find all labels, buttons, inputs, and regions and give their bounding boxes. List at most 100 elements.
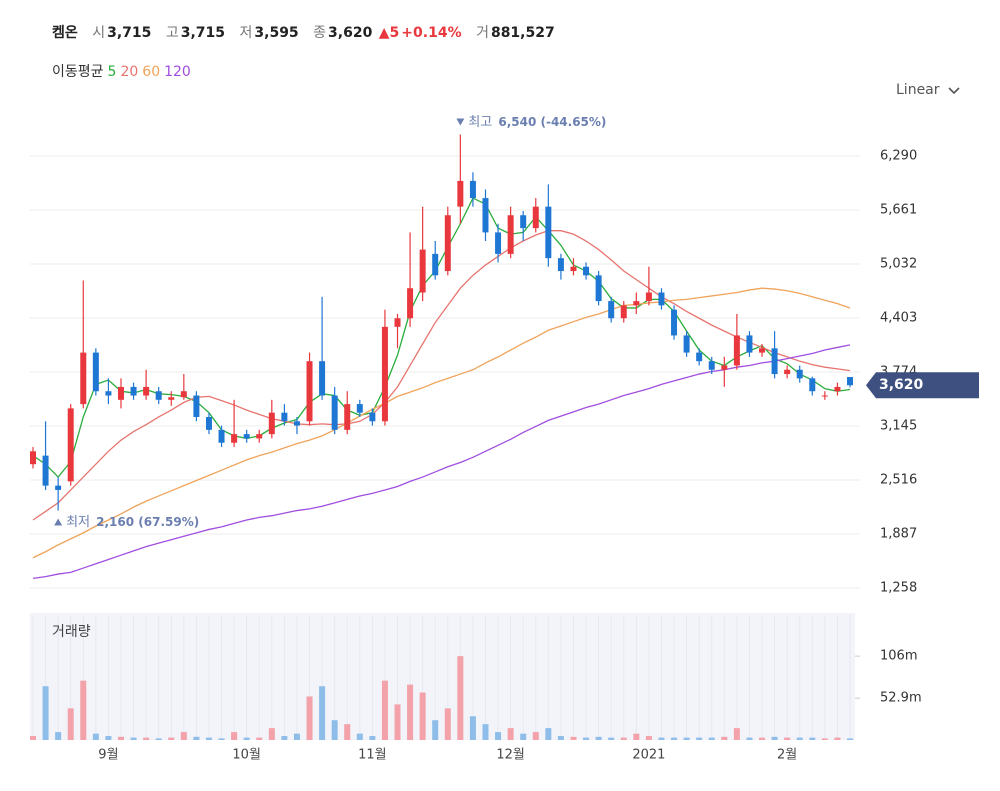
volume-bar: [231, 732, 238, 740]
volume-tick-label: 106m: [880, 649, 917, 664]
candle-body: [30, 451, 36, 465]
candle-body: [218, 429, 225, 443]
candle-body: [42, 455, 49, 486]
candle-body: [583, 266, 590, 276]
label: 시: [92, 25, 106, 41]
volume-bar: [319, 686, 326, 740]
candle-body: [407, 288, 414, 319]
ma-line: [32, 344, 851, 580]
volume-bar: [746, 737, 753, 740]
candle-body: [557, 258, 564, 272]
label: 고: [165, 25, 179, 41]
candle-body: [507, 215, 514, 254]
x-tick-label: 2월: [777, 748, 797, 763]
price-tag: [866, 372, 979, 399]
candle-body: [759, 348, 766, 353]
candle-body: [193, 395, 200, 417]
y-tick-label: 1,887: [880, 526, 917, 541]
candle-body: [608, 301, 615, 319]
ma-line: [32, 230, 851, 521]
candle-body: [532, 206, 539, 229]
volume-bar: [708, 737, 715, 740]
legend-title: 이동평균: [52, 64, 104, 80]
volume-bar: [444, 708, 451, 740]
volume-bar: [570, 736, 577, 740]
candle-body: [658, 292, 665, 306]
candle-body: [570, 266, 577, 272]
candle-body: [633, 301, 640, 306]
volume-bar: [155, 738, 162, 740]
candle-body: [721, 365, 728, 370]
legend-entry: 60: [142, 64, 161, 80]
volume-bar: [696, 737, 703, 740]
candle-body: [105, 391, 112, 396]
volume-bar: [847, 738, 853, 740]
candle-body: [432, 253, 439, 276]
label: 거: [476, 25, 489, 41]
volume-bar: [30, 736, 36, 740]
annotation-label: 최고: [468, 115, 492, 130]
volume-bar: [293, 733, 300, 740]
candle-body: [469, 180, 476, 199]
y-tick-label: 2,516: [880, 472, 917, 487]
volume-title: 거래량: [52, 624, 91, 640]
candle-body: [281, 412, 288, 422]
volume-bar: [92, 733, 99, 740]
volume-bar: [457, 656, 464, 740]
y-tick-label: 6,290: [880, 149, 917, 164]
value: 3,715: [180, 25, 226, 41]
scale-dropdown[interactable]: Linear: [896, 82, 960, 98]
candle-body: [696, 352, 703, 362]
volume-bar: [143, 737, 150, 740]
candle-body: [847, 377, 853, 386]
candle-body: [545, 206, 552, 259]
value: 3,620: [328, 25, 373, 41]
candle-body: [319, 361, 326, 396]
candle-body: [331, 395, 338, 430]
volume-bar: [130, 737, 137, 740]
chevron: [948, 87, 960, 95]
volume-bar: [256, 737, 263, 740]
header: 켐온 시 3,715 고 3,715 저 3,595 종 3,620 ▲5 +0.14% …: [52, 22, 557, 42]
candle-body: [645, 292, 652, 302]
candle-body: [180, 391, 187, 398]
y-tick-label: 5,032: [880, 257, 917, 272]
value: 881,527: [490, 25, 555, 41]
volume-bar: [168, 737, 175, 740]
price-tag-label: 3,620: [879, 377, 924, 393]
stock-name: 켐온: [52, 25, 78, 41]
volume-bar: [658, 737, 665, 740]
candle-body: [205, 416, 212, 430]
volume-bar: [432, 720, 439, 740]
scale-mode[interactable]: Linear: [896, 82, 940, 98]
volume-bar: [67, 708, 74, 740]
candle-body: [708, 361, 715, 370]
volume-bar: [683, 737, 690, 740]
volume-bar: [268, 728, 275, 740]
legend: 이동평균 5 20 60 120: [52, 61, 195, 81]
annotation-label: 최저: [66, 515, 90, 530]
label: 저: [239, 25, 253, 41]
candle-body: [821, 395, 828, 397]
volume-bar: [721, 736, 728, 740]
volume-bar: [608, 737, 615, 740]
volume-panel: [30, 613, 855, 740]
x-tick-label: 11월: [358, 748, 387, 763]
volume-bar: [331, 720, 338, 740]
candle-body: [155, 391, 162, 400]
x-tick-label: 2021: [632, 748, 665, 763]
y-tick-label: 5,661: [880, 203, 917, 218]
y-tick-label: 4,403: [880, 311, 917, 326]
candle-body: [520, 215, 527, 229]
candle-body: [92, 352, 99, 392]
volume-bar: [495, 732, 502, 740]
volume-bar: [532, 732, 539, 740]
volume-bar: [557, 736, 564, 740]
legend-entry: 120: [164, 64, 191, 80]
candle-body: [256, 434, 263, 439]
volume-bar: [821, 738, 828, 740]
volume-bar: [482, 724, 489, 740]
candle-body: [444, 215, 451, 272]
volume-bar: [834, 737, 841, 740]
